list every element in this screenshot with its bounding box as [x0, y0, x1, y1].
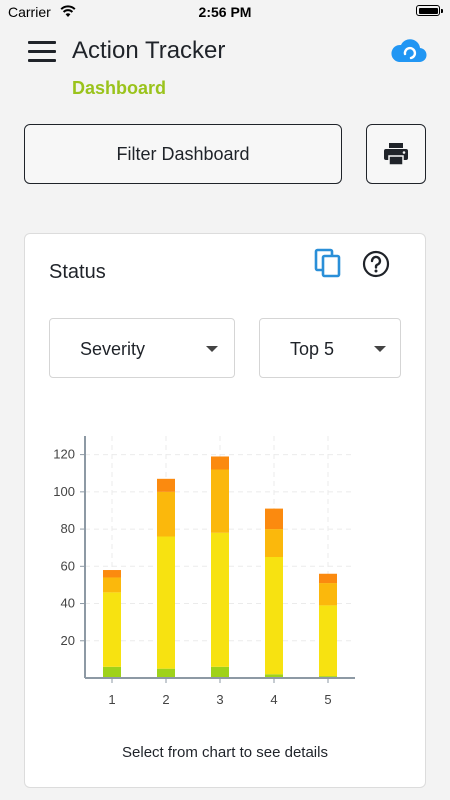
bar-segment[interactable]	[265, 674, 283, 678]
y-tick-label: 20	[61, 633, 75, 648]
y-tick-label: 120	[53, 447, 75, 462]
severity-dropdown-label: Severity	[80, 339, 146, 359]
chevron-down-icon	[374, 346, 386, 352]
page-subtitle: Dashboard	[72, 78, 167, 98]
bar-segment[interactable]	[265, 529, 283, 557]
y-tick-label: 40	[61, 596, 75, 611]
bar-segment[interactable]	[211, 532, 229, 667]
chart-hint: Select from chart to see details	[122, 744, 328, 761]
chevron-down-icon	[206, 346, 218, 352]
y-tick-label: 100	[53, 484, 75, 499]
filter-dashboard-button[interactable]: Filter Dashboard	[24, 124, 342, 184]
app-title: Action Tracker	[72, 37, 226, 64]
x-tick-label: 4	[270, 692, 277, 707]
bar-segment[interactable]	[103, 570, 121, 578]
bar-segment[interactable]	[157, 478, 175, 492]
status-chart[interactable]: 20 40 60 80 100 120 1 2 3 4 5	[25, 424, 425, 724]
status-bar: Carrier 2:56 PM	[0, 0, 450, 24]
bar-segment[interactable]	[157, 668, 175, 678]
bar-segment[interactable]	[211, 469, 229, 533]
copy-icon[interactable]	[314, 248, 342, 278]
clock: 2:56 PM	[198, 4, 252, 20]
bar-segment[interactable]	[157, 536, 175, 669]
x-tick-label: 3	[216, 692, 223, 707]
top-count-dropdown[interactable]: Top 5	[259, 318, 401, 378]
status-card: Status Severity Top 5 20 40 60 80 100 120 1 2 3 4…	[24, 233, 426, 788]
bar-segment[interactable]	[103, 577, 121, 593]
card-title: Status	[49, 261, 106, 283]
bar-segment[interactable]	[103, 592, 121, 667]
help-circle-icon[interactable]	[362, 250, 390, 278]
battery-icon	[416, 5, 443, 16]
x-tick-label: 1	[108, 692, 115, 707]
print-button[interactable]	[366, 124, 426, 184]
x-tick-label: 5	[324, 692, 331, 707]
wifi-icon	[60, 5, 76, 17]
bar-segment[interactable]	[265, 508, 283, 530]
top-count-dropdown-label: Top 5	[290, 339, 335, 359]
bar-segment[interactable]	[103, 666, 121, 678]
printer-icon	[384, 143, 408, 166]
bar-segment[interactable]	[211, 666, 229, 678]
bar-segment[interactable]	[319, 573, 337, 584]
y-tick-label: 60	[61, 558, 75, 573]
bar-segment[interactable]	[265, 557, 283, 675]
bar-segment[interactable]	[319, 605, 337, 677]
cloud-sync-icon[interactable]	[390, 37, 428, 65]
x-tick-label: 2	[162, 692, 169, 707]
app-header: Action Tracker Dashboard	[0, 28, 450, 108]
y-tick-label: 80	[61, 521, 75, 536]
hamburger-menu-icon[interactable]	[28, 41, 56, 62]
bar-segment[interactable]	[157, 491, 175, 537]
bar-segment[interactable]	[319, 583, 337, 606]
bar-segment[interactable]	[211, 456, 229, 470]
filter-dashboard-label: Filter Dashboard	[116, 143, 250, 164]
carrier-label: Carrier	[8, 4, 51, 20]
severity-dropdown[interactable]: Severity	[49, 318, 235, 378]
